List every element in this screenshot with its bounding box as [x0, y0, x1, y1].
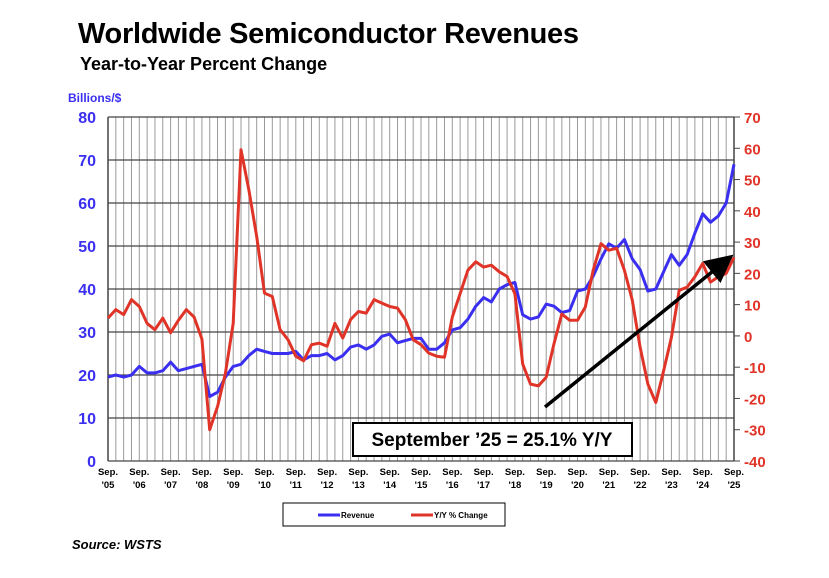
- x-tick-label: '15: [415, 480, 429, 491]
- source-note: Source: WSTS: [72, 537, 162, 552]
- right-tick-label: 40: [744, 204, 761, 221]
- right-tick-label: 50: [744, 173, 761, 190]
- x-tick-label: '24: [696, 480, 710, 491]
- x-tick-label: Sep.: [161, 467, 181, 478]
- right-tick-label: 20: [744, 266, 761, 283]
- legend-revenue-label: Revenue: [341, 511, 375, 520]
- annotation-box: [352, 422, 633, 457]
- x-tick-label: Sep.: [317, 467, 337, 478]
- x-tick-label: Sep.: [474, 467, 494, 478]
- yoy-change-line: [106, 148, 736, 432]
- x-tick-label: '11: [290, 480, 303, 491]
- annotation-text: September ’25 = 25.1% Y/Y: [372, 430, 613, 451]
- x-tick-label: '20: [571, 480, 584, 491]
- x-tick-label: '14: [383, 480, 397, 491]
- x-tick-label: Sep.: [536, 467, 556, 478]
- x-tick-label: Sep.: [505, 467, 525, 478]
- x-tick-label: Sep.: [286, 467, 306, 478]
- x-tick-label: '08: [195, 480, 208, 491]
- right-tick-label: -40: [744, 454, 766, 471]
- x-tick-label: '09: [227, 480, 240, 491]
- x-tick-label: '13: [352, 480, 365, 491]
- chart-subtitle: Year-to-Year Percent Change: [80, 54, 328, 74]
- x-tick-label: '19: [540, 480, 553, 491]
- x-tick-label: Sep.: [129, 467, 149, 478]
- x-tick-label: Sep.: [599, 467, 619, 478]
- x-tick-label: '18: [508, 480, 521, 491]
- x-tick-label: Sep.: [411, 467, 431, 478]
- right-tick-label: 60: [744, 141, 761, 158]
- trend-arrow: [543, 254, 734, 409]
- x-tick-label: '17: [477, 480, 490, 491]
- legend-box: [282, 502, 506, 527]
- left-tick-label: 20: [78, 368, 96, 385]
- x-tick-label: Sep.: [254, 467, 274, 478]
- left-tick-label: 40: [78, 282, 96, 299]
- right-tick-label: -30: [744, 423, 766, 440]
- right-tick-label: 0: [744, 329, 752, 346]
- x-tick-label: '10: [258, 480, 271, 491]
- left-tick-label: 50: [78, 239, 96, 256]
- x-tick-label: Sep.: [223, 467, 243, 478]
- x-tick-label: '23: [665, 480, 678, 491]
- right-tick-label: 10: [744, 298, 761, 315]
- legend-yoy-label: Y/Y % Change: [434, 511, 488, 520]
- left-tick-label: 80: [78, 110, 96, 127]
- left-tick-label: 60: [78, 196, 96, 213]
- revenue-line: [107, 164, 736, 398]
- right-tick-label: -10: [744, 360, 766, 377]
- y-axis-label: Billions/$: [68, 91, 122, 105]
- right-tick-label: 70: [744, 110, 761, 127]
- left-tick-label: 70: [78, 153, 96, 170]
- x-tick-label: Sep.: [567, 467, 587, 478]
- right-tick-label: 30: [744, 235, 761, 252]
- x-tick-label: '16: [446, 480, 459, 491]
- x-tick-label: Sep.: [693, 467, 713, 478]
- x-tick-label: '07: [164, 480, 177, 491]
- right-tick-label: -20: [744, 391, 766, 408]
- x-tick-label: '25: [728, 480, 742, 491]
- x-tick-label: Sep.: [630, 467, 650, 478]
- x-tick-label: Sep.: [380, 467, 400, 478]
- x-tick-label: Sep.: [724, 467, 744, 478]
- x-tick-label: Sep.: [98, 467, 118, 478]
- x-tick-label: Sep.: [348, 467, 368, 478]
- x-tick-label: Sep.: [661, 467, 681, 478]
- x-tick-label: '12: [321, 480, 334, 491]
- x-tick-label: '22: [634, 480, 647, 491]
- x-tick-label: '21: [602, 480, 616, 491]
- chart-title: Worldwide Semiconductor Revenues: [78, 18, 579, 50]
- x-tick-label: Sep.: [442, 467, 462, 478]
- x-tick-label: '06: [133, 480, 146, 491]
- left-tick-label: 10: [78, 411, 96, 428]
- x-tick-label: Sep.: [192, 467, 212, 478]
- left-tick-label: 30: [78, 325, 96, 342]
- x-tick-label: '05: [102, 480, 116, 491]
- left-tick-label: 0: [87, 454, 96, 471]
